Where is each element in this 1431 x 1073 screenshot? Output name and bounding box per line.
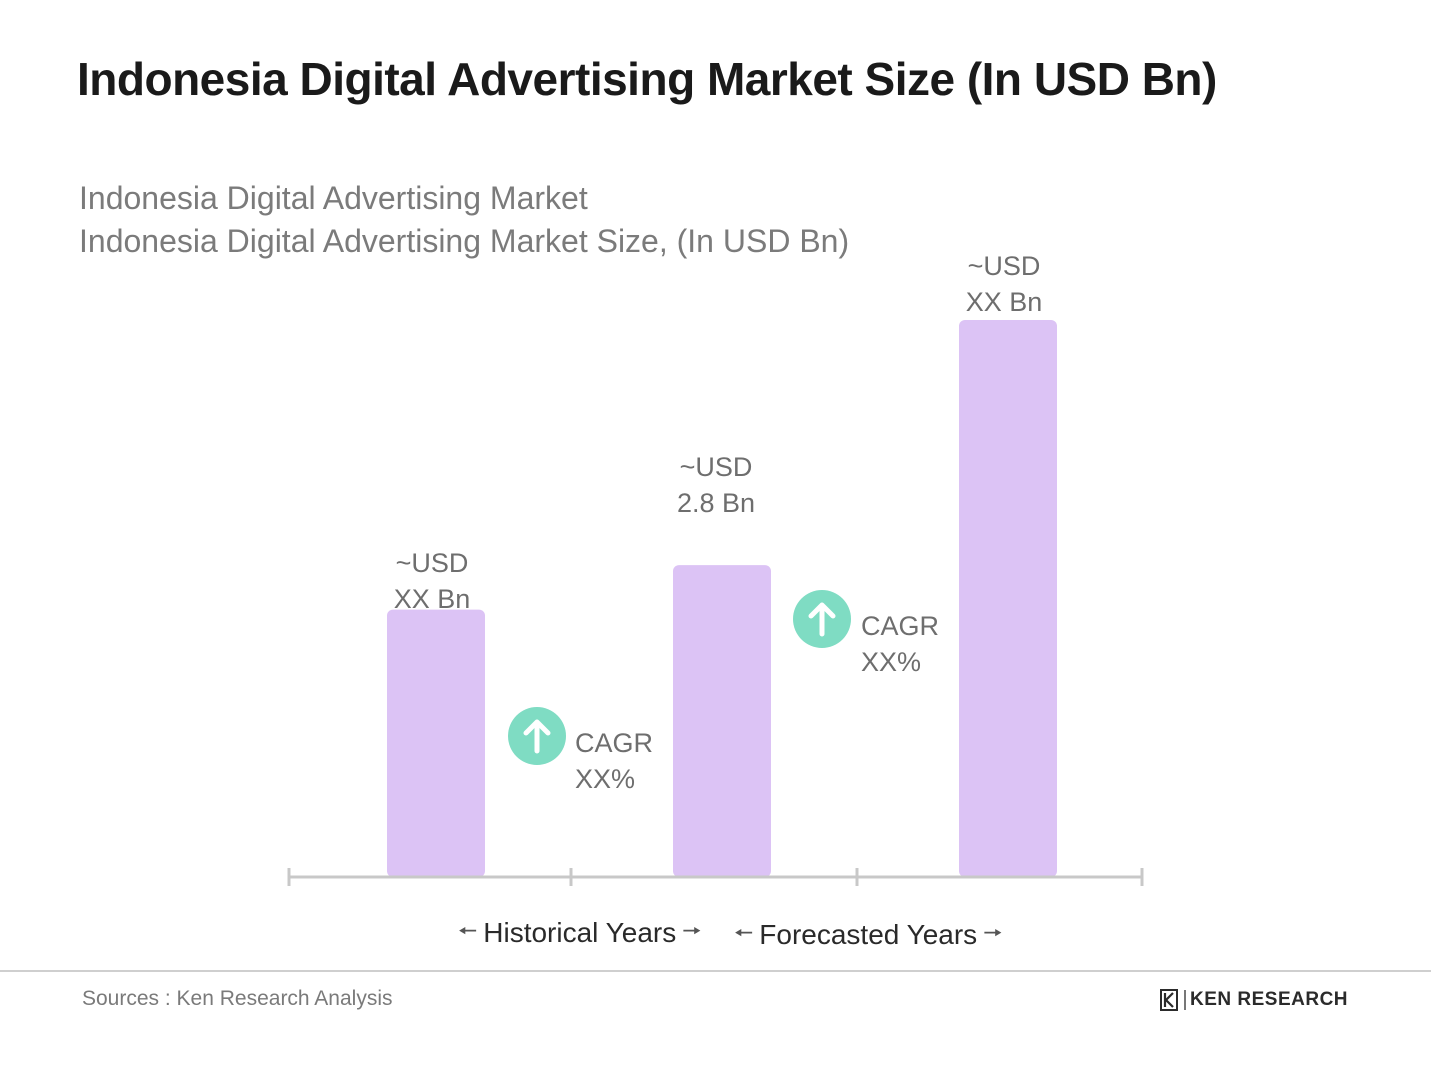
ken-logo-icon — [1160, 989, 1178, 1011]
cagr-historical: CAGR XX% — [575, 725, 653, 797]
arrow-right-icon: 🠖 — [682, 918, 702, 943]
ken-research-logo: KEN RESEARCH — [1160, 989, 1348, 1011]
bar-value-prefix: ~USD — [967, 251, 1041, 281]
chart-subtitle-market: Indonesia Digital Advertising Market — [79, 180, 588, 216]
bar-value-prefix: ~USD — [395, 548, 469, 578]
bar-value-amount: 2.8 Bn — [676, 488, 756, 518]
bar-value-label: ~USD XX Bn — [924, 248, 1084, 320]
chart-subtitle-size: Indonesia Digital Advertising Market Siz… — [79, 223, 850, 259]
period-historical-label: Historical Years — [483, 917, 677, 948]
logo-text: KEN RESEARCH — [1190, 989, 1349, 1010]
period-forecast-label: Forecasted Years — [759, 919, 978, 950]
bar-value-label: ~USD XX Bn — [352, 545, 512, 617]
bar-3 — [959, 320, 1057, 877]
period-forecast: 🠔 Forecasted Years 🠖 — [728, 916, 1008, 954]
logo-separator — [1184, 990, 1186, 1010]
cagr-label: CAGR — [575, 728, 654, 758]
page-title: Indonesia Digital Advertising Market Siz… — [77, 53, 1217, 105]
cagr-forecast: CAGR XX% — [861, 608, 939, 680]
cagr-value: XX% — [861, 647, 922, 677]
bar-value-amount: XX Bn — [393, 584, 471, 614]
arrow-up-icon — [508, 707, 566, 765]
bar-value-label: ~USD 2.8 Bn — [636, 449, 796, 521]
arrow-up-icon — [793, 590, 851, 648]
bar-1 — [387, 609, 485, 877]
arrow-left-icon: 🠔 — [734, 920, 754, 945]
source-note: Sources : Ken Research Analysis — [82, 987, 393, 1010]
cagr-label: CAGR — [861, 611, 940, 641]
arrow-left-icon: 🠔 — [458, 918, 478, 943]
bar-value-prefix: ~USD — [679, 452, 753, 482]
arrow-right-icon: 🠖 — [983, 920, 1003, 945]
cagr-value: XX% — [575, 764, 636, 794]
bar-value-amount: XX Bn — [965, 287, 1043, 317]
period-historical: 🠔 Historical Years 🠖 — [452, 914, 708, 952]
footer-divider — [0, 970, 1431, 972]
bar-2 — [673, 565, 771, 877]
